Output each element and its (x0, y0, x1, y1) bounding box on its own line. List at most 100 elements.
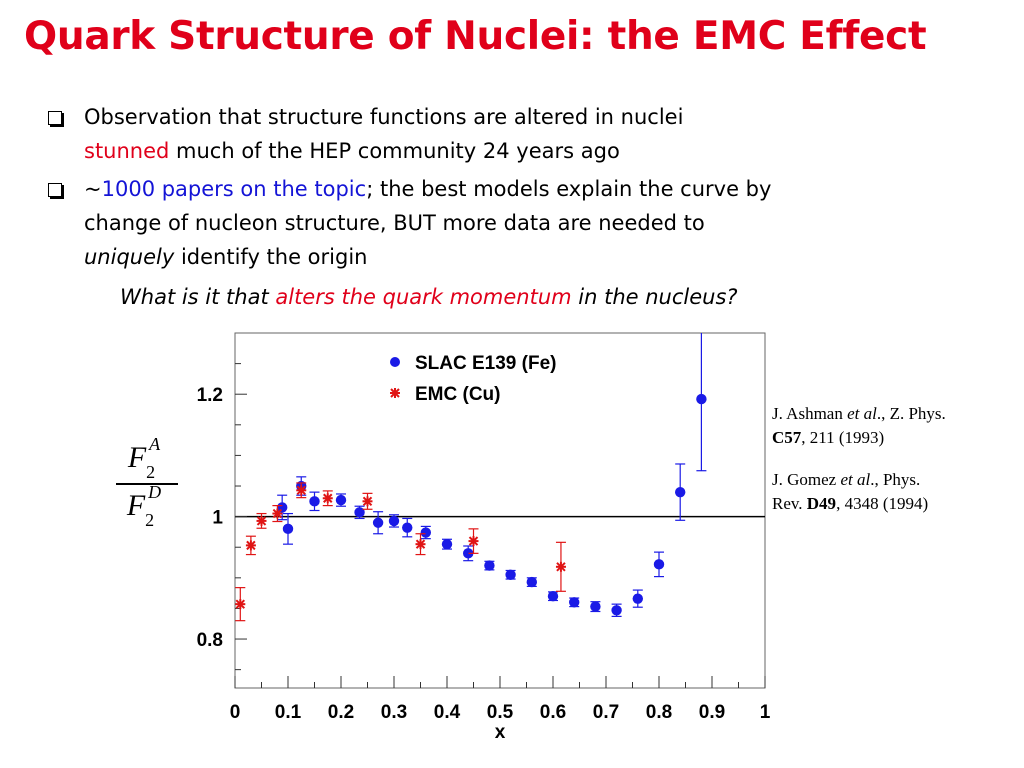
slac-data-point (653, 559, 665, 570)
slac-data-point (388, 515, 400, 527)
emc-star-stroke (323, 493, 333, 503)
bullet2-prefix: ~ (84, 177, 102, 201)
emc-star-stroke (415, 539, 426, 549)
bullet-item-2: ~1000 papers on the topic; the best mode… (46, 172, 1006, 274)
emc-data-point (362, 496, 373, 507)
ref2-journal-cont: Rev. (772, 494, 807, 513)
legend-slac-marker (390, 357, 400, 367)
y-tick-label: 1.2 (197, 385, 223, 406)
slac-data-point (335, 494, 347, 506)
legend-emc-label: EMC (Cu) (415, 384, 500, 405)
ref1-etal: et al (847, 404, 877, 423)
bullet-item-1: Observation that structure functions are… (46, 100, 1006, 168)
ref2-author: J. Gomez (772, 470, 841, 489)
slac-data-point (484, 560, 495, 571)
x-tick-label: 0.7 (593, 702, 619, 723)
denominator-sub: 2 (145, 510, 155, 530)
x-tick-label: 0.2 (328, 702, 354, 723)
slac-data-point (441, 538, 453, 550)
emc-star-stroke (246, 540, 256, 551)
bullet2-papers: 1000 papers on the topic (101, 177, 367, 201)
y-axis-ratio-label: F2A F2D (112, 434, 182, 530)
ratio-denominator: F2 D (112, 482, 182, 530)
numerator-letter: F (127, 441, 147, 474)
slac-data-point (282, 523, 294, 535)
emc-data-point (415, 539, 426, 550)
slac-data-point (372, 517, 384, 528)
legend-emc-marker (390, 388, 400, 398)
emc-data-point (245, 540, 256, 551)
slac-data-point (590, 601, 601, 612)
slac-data-point (675, 486, 686, 498)
y-tick-label: 1 (212, 508, 223, 529)
emc-data-point (256, 515, 267, 526)
x-tick-label: 1 (760, 702, 771, 723)
slac-data-point (569, 597, 580, 608)
emc-star-stroke (362, 496, 373, 507)
slac-data-point (526, 576, 537, 588)
emc-ratio-chart: 0 0.1 0.2 0.3 0.4 0.5 0.6 0.7 0.8 0.9 1 x 0.8 1 1.2 SLA… (197, 332, 771, 743)
slac-data-point (696, 393, 707, 405)
emc-star-stroke (256, 516, 267, 526)
ref1-author: J. Ashman (772, 404, 848, 423)
reference-2: J. Gomez et al., Phys. Rev. D49, 4348 (19… (772, 468, 1022, 516)
emc-star-stroke (235, 599, 246, 609)
slac-data-point (354, 507, 365, 518)
ref2-pages: , 4348 (1994) (836, 494, 929, 513)
slac-data-point (547, 590, 559, 602)
bullet2-line1: ; the best models explain the curve by (366, 177, 772, 201)
ref1-pages: , 211 (1993) (801, 428, 885, 447)
denominator-sup: D (148, 482, 162, 502)
emc-star-stroke (556, 562, 566, 572)
emc-data-point (272, 508, 283, 519)
slac-data-point (505, 569, 516, 580)
bullet1-stunned: stunned (84, 139, 170, 163)
ref2-volume: D49 (806, 494, 837, 513)
slac-data-point (309, 496, 320, 507)
x-tick-label: 0.4 (434, 702, 461, 723)
slac-data-point (420, 527, 431, 538)
ref2-etal: et al (840, 470, 871, 489)
ref1-journal: ., Z. Phys. (876, 404, 946, 423)
checkbox-bullet-icon (48, 183, 62, 197)
numerator-sup: A (149, 434, 161, 454)
slac-data-point (632, 593, 643, 604)
denominator-letter: F (126, 489, 146, 522)
x-tick-label: 0.9 (699, 702, 725, 723)
x-axis-label: x (495, 722, 506, 743)
reference-1: J. Ashman et al., Z. Phys. C57, 211 (1993… (772, 402, 1022, 450)
legend-emc-star-stroke (390, 388, 400, 398)
fraction-bar (116, 483, 178, 485)
slac-data-point (611, 605, 622, 616)
x-tick-label: 0 (230, 702, 241, 723)
emc-data-point (296, 485, 307, 496)
emc-data-point (555, 561, 566, 572)
emc-star-stroke (468, 536, 479, 546)
bullet-list: Observation that structure functions are… (46, 100, 1006, 278)
bullet2-line3: identify the origin (174, 245, 368, 269)
x-tick-label: 0.5 (487, 702, 514, 723)
bullet2-line2: change of nucleon structure, BUT more da… (84, 211, 705, 235)
references: J. Ashman et al., Z. Phys. C57, 211 (1993… (772, 402, 1022, 534)
emc-star-stroke (296, 485, 306, 496)
x-tick-label: 0.1 (275, 702, 302, 723)
question-highlight: alters the quark momentum (275, 285, 572, 309)
y-tick-label: 0.8 (197, 630, 223, 651)
question-part3: in the nucleus? (571, 285, 738, 309)
emc-data-point (235, 599, 246, 610)
numerator-sub: 2 (146, 462, 156, 482)
bullet2-uniquely: uniquely (84, 245, 175, 269)
x-tick-label: 0.6 (540, 702, 566, 723)
emc-star-stroke (272, 508, 283, 519)
emc-data-point (322, 493, 333, 504)
slac-data-point (402, 522, 413, 533)
emc-data-point (468, 536, 479, 547)
legend-slac-label: SLAC E139 (Fe) (415, 353, 556, 374)
slide-title: Quark Structure of Nuclei: the EMC Effec… (24, 14, 927, 59)
x-tick-label: 0.3 (381, 702, 407, 723)
ref1-volume: C57 (772, 428, 802, 447)
x-tick-label: 0.8 (646, 702, 672, 723)
bullet1-line2: much of the HEP community 24 years ago (169, 139, 620, 163)
ref2-journal: ., Phys. (870, 470, 921, 489)
ratio-numerator: F2 A (112, 434, 182, 482)
